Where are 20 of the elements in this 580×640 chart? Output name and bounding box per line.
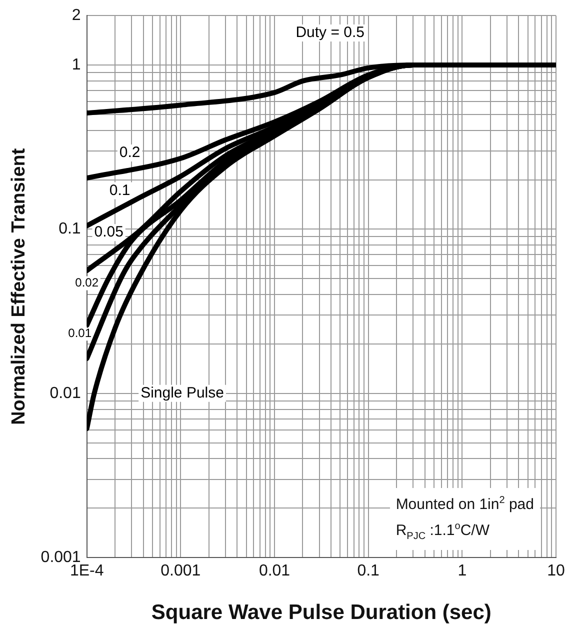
y-tick-label: 1 bbox=[72, 56, 81, 74]
x-tick-label: 10 bbox=[547, 562, 565, 580]
series-label: 0.05 bbox=[94, 224, 124, 241]
x-tick-label: 0.001 bbox=[160, 562, 201, 580]
y-axis-title: Normalized Effective Transient bbox=[8, 148, 30, 425]
y-tick-label: 2 bbox=[72, 7, 81, 24]
x-tick-label: 1E-4 bbox=[70, 562, 104, 580]
series-label: 0.1 bbox=[109, 182, 130, 199]
x-tick-label: 0.01 bbox=[258, 562, 290, 580]
series-label: Duty = 0.5 bbox=[296, 24, 364, 42]
series-label: 0.2 bbox=[119, 144, 140, 162]
y-tick-label: 0.1 bbox=[58, 220, 81, 238]
series-label: 0.02 bbox=[75, 276, 99, 290]
x-tick-label: 1 bbox=[458, 562, 467, 580]
text: Single Pulse bbox=[140, 384, 224, 402]
y-tick-label: 0.01 bbox=[50, 384, 81, 402]
annotation: R$_{PJC}$ :1.1$^{o}$C/W bbox=[396, 520, 490, 544]
x-axis-title: Square Wave Pulse Duration (sec) bbox=[151, 601, 492, 624]
annotation: Mounted on 1in$^{2}$ pad bbox=[396, 494, 534, 515]
x-tick-label: 0.1 bbox=[357, 562, 380, 580]
